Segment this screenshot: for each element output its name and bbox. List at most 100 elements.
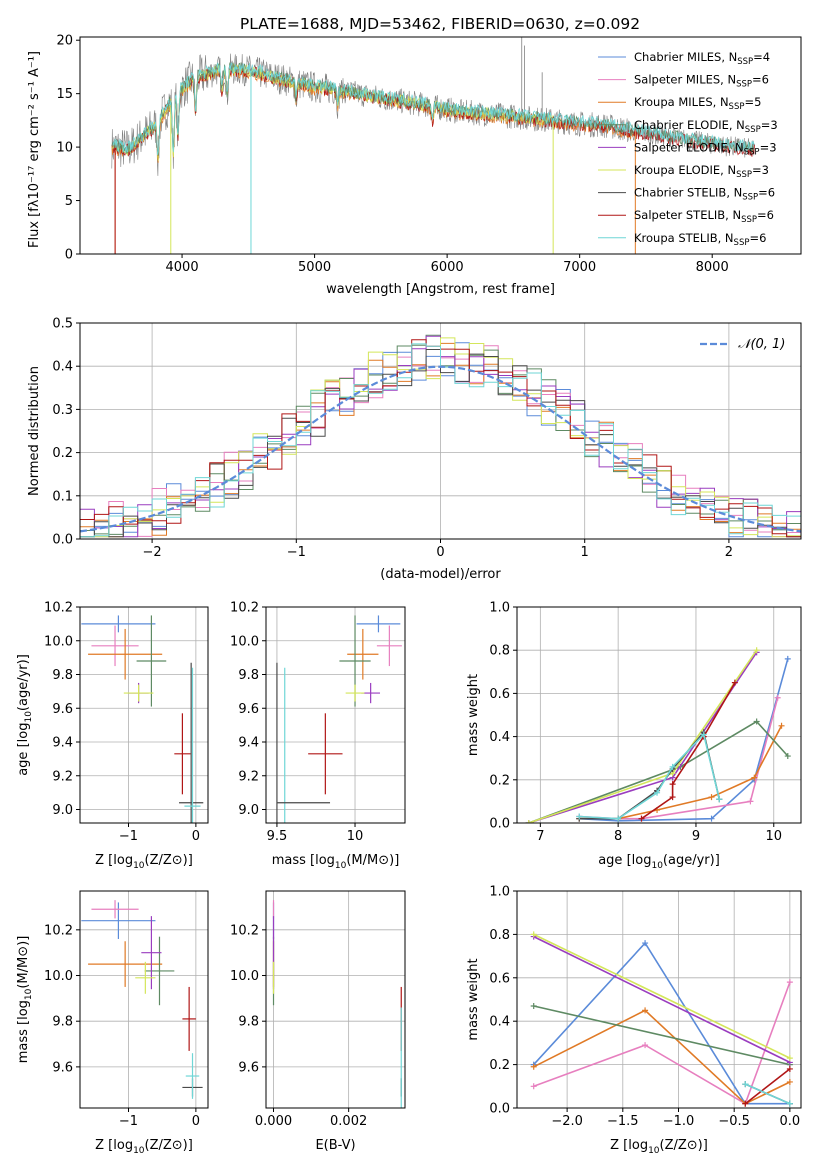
massweight-vs-Z-xlabel: Z [log10(Z/Z⊙)] — [610, 1138, 708, 1156]
age-vs-mass-frame — [265, 606, 406, 824]
age-vs-Z-ytick-label: 9.0 — [52, 803, 73, 818]
residuals-xtick-label: −1 — [287, 545, 306, 560]
massweight-vs-Z-ytick-label: 0.4 — [489, 1015, 510, 1030]
weight-marker — [753, 718, 760, 725]
weight-series — [744, 1083, 791, 1105]
weight-marker — [642, 1042, 649, 1049]
mass-vs-Z-ytick-label: 10.2 — [44, 923, 73, 938]
weight-marker — [642, 940, 649, 947]
normal-curve — [80, 365, 801, 533]
weight-marker — [654, 789, 661, 796]
weight-marker — [786, 1078, 793, 1085]
residuals-panel: −2 −1 0 1 2 0.0 0.1 0.2 0.3 0.4 0.5 (data-model)/er… — [27, 317, 802, 582]
mass-vs-ebv-ytick-label: 10.0 — [230, 969, 259, 984]
residuals-ytick-label: 0.5 — [52, 317, 73, 332]
age-vs-Z-ytick-label: 9.2 — [52, 769, 73, 784]
residuals-ytick-label: 0.4 — [52, 360, 73, 375]
mass-vs-Z-plot-area — [81, 900, 203, 1099]
age-vs-Z-xtick-label: 0 — [192, 829, 200, 844]
weight-marker — [669, 763, 676, 770]
age-vs-Z-ytick-label: 10.0 — [44, 634, 73, 649]
legend-entry: Salpeter ELODIE, NSSP=3 — [634, 140, 777, 157]
model-spectrum — [112, 62, 755, 155]
weight-marker — [747, 798, 754, 805]
massweight-vs-Z-xtick-label: −0.5 — [718, 1114, 750, 1129]
spectrum-ylabel: Flux [fλ10⁻¹⁷ erg cm⁻² s⁻¹ A⁻¹] — [27, 51, 42, 248]
age-vs-mass-xtick-label: 10 — [347, 829, 364, 844]
legend-entry: Chabrier ELODIE, NSSP=3 — [634, 118, 778, 135]
age-vs-mass-panel: 9.5 10 9.0 9.2 9.4 9.6 9.8 10.0 10.2 mass [log10(… — [230, 601, 406, 871]
massweight-vs-Z-xtick-label: −1.0 — [663, 1114, 695, 1129]
mass-vs-Z-xlabel: Z [log10(Z/Z⊙)] — [95, 1138, 193, 1156]
residuals-xtick-label: 0 — [436, 545, 444, 560]
weight-marker — [731, 679, 738, 686]
age-vs-mass-xtick-label: 9.5 — [267, 829, 288, 844]
legend-entry: Chabrier MILES, NSSP=4 — [634, 50, 770, 67]
weight-marker — [784, 655, 791, 662]
figure-title: PLATE=1688, MJD=53462, FIBERID=0630, z=0… — [240, 15, 640, 33]
residuals-ylabel: Normed distribution — [27, 366, 42, 496]
spectrum-xtick-label: 5000 — [298, 260, 331, 275]
massweight-vs-age-frame — [516, 606, 802, 824]
massweight-vs-age-ytick-label: 0.0 — [489, 817, 510, 832]
weight-marker — [716, 796, 723, 803]
massweight-vs-age-ytick-label: 0.6 — [489, 687, 510, 702]
massweight-vs-age-ytick-label: 0.8 — [489, 644, 510, 659]
spectrum-xlabel: wavelength [Angstrom, rest frame] — [326, 282, 555, 297]
weight-series — [533, 1009, 791, 1105]
weight-series — [579, 697, 779, 820]
weight-marker — [742, 1081, 749, 1088]
weight-marker — [530, 1083, 537, 1090]
weight-marker — [786, 1055, 793, 1062]
weight-marker — [742, 1100, 749, 1107]
mass-vs-Z-ytick-label: 9.8 — [52, 1015, 73, 1030]
age-vs-Z-panel: −1 0 9.0 9.2 9.4 9.6 9.8 10.0 10.2 Z [log10(Z/Z⊙)… — [16, 601, 209, 871]
age-vs-Z-ytick-label: 9.6 — [52, 702, 73, 717]
residual-histogram — [80, 343, 801, 538]
spectrum-xtick-label: 8000 — [696, 260, 729, 275]
weight-series — [533, 941, 790, 1105]
mass-vs-ebv-ytick-label: 10.2 — [230, 923, 259, 938]
legend-entry: Salpeter MILES, NSSP=6 — [634, 73, 769, 90]
massweight-vs-age-xtick-label: 7 — [536, 829, 544, 844]
weight-marker — [786, 979, 793, 986]
weight-marker — [530, 1003, 537, 1010]
age-vs-mass-ytick-label: 9.8 — [238, 668, 259, 683]
age-vs-Z-frame — [79, 606, 209, 824]
weight-marker — [669, 781, 676, 788]
age-vs-mass-ytick-label: 10.0 — [230, 634, 259, 649]
mass-vs-Z-frame — [79, 890, 209, 1109]
weight-series — [579, 732, 721, 820]
weight-marker — [525, 820, 532, 823]
age-vs-mass-plot-area — [276, 615, 402, 823]
massweight-vs-age-xtick-label: 10 — [765, 829, 782, 844]
massweight-vs-age-ytick-label: 0.2 — [489, 773, 510, 788]
mass-vs-Z-xtick-label: 0 — [192, 1114, 200, 1129]
residuals-ytick-label: 0.3 — [52, 403, 73, 418]
residuals-xtick-label: 1 — [581, 545, 589, 560]
legend-entry: Chabrier STELIB, NSSP=6 — [634, 186, 775, 203]
spectrum-ytick-label: 10 — [56, 141, 73, 156]
weight-series — [533, 935, 791, 1064]
residuals-plot-area — [80, 334, 801, 538]
mass-vs-Z-ytick-label: 9.6 — [52, 1060, 73, 1075]
weight-series — [528, 720, 789, 823]
age-vs-mass-ytick-label: 9.6 — [238, 702, 259, 717]
massweight-vs-Z-plot-area — [530, 931, 793, 1107]
age-vs-Z-plot-area — [81, 615, 204, 823]
age-vs-Z-xlabel: Z [log10(Z/Z⊙)] — [95, 853, 193, 871]
massweight-vs-Z-ytick-label: 0.8 — [489, 928, 510, 943]
weight-marker — [669, 794, 676, 801]
mass-vs-Z-xtick-label: −1 — [119, 1114, 138, 1129]
weight-marker — [774, 694, 781, 701]
spectrum-ytick-label: 15 — [56, 87, 73, 102]
massweight-vs-Z-panel: −2.0 −1.5 −1.0 −0.5 0.0 0.0 0.2 0.4 0.6 0.8 1.0 Z [… — [466, 885, 802, 1156]
age-vs-Z-ytick-label: 9.8 — [52, 668, 73, 683]
legend-entry: Kroupa STELIB, NSSP=6 — [634, 231, 766, 248]
observed-spectrum — [111, 53, 755, 176]
massweight-vs-age-plot-area — [525, 647, 791, 823]
mass-vs-ebv-panel: 0.000 0.002 9.6 9.8 10.0 10.2 E(B-V) — [230, 890, 406, 1153]
weight-marker — [778, 722, 785, 729]
weight-marker — [530, 1063, 537, 1070]
